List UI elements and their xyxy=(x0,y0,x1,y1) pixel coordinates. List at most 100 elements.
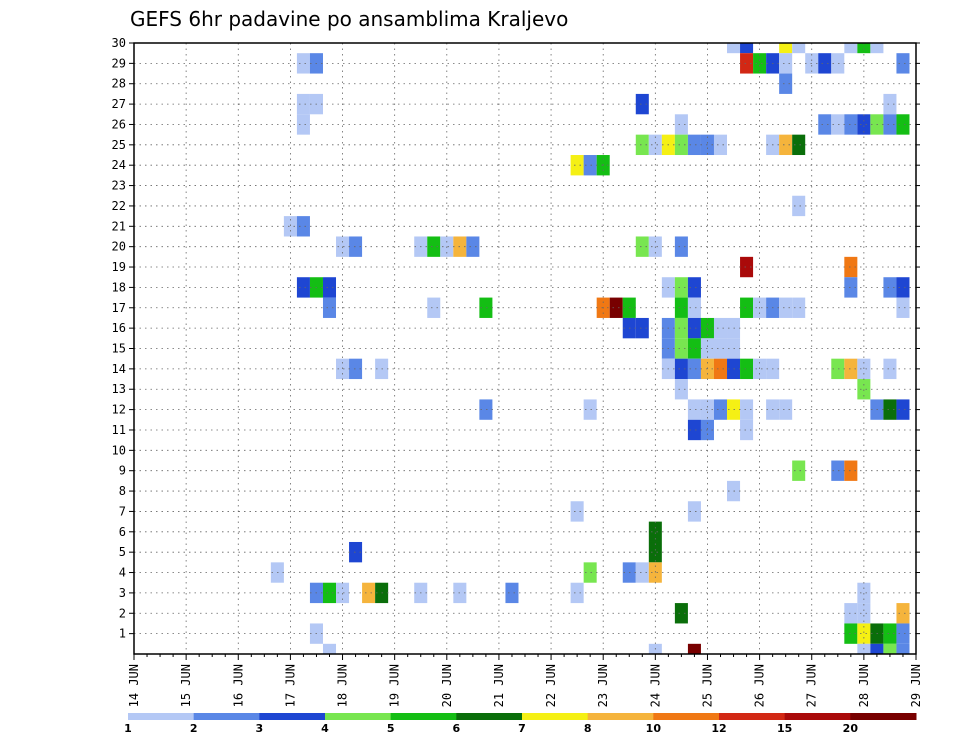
heatmap-cell xyxy=(818,53,832,74)
heatmap-cell xyxy=(896,53,910,74)
heatmap-cell xyxy=(570,501,584,522)
heatmap-cell xyxy=(883,93,897,115)
heatmap-cell xyxy=(883,114,897,135)
heatmap-cell xyxy=(844,358,858,380)
legend-color-segment xyxy=(653,713,720,720)
x-tick-label: 19 JUN xyxy=(388,664,402,707)
heatmap-cell xyxy=(792,297,806,318)
y-tick-label: 26 xyxy=(112,117,126,131)
legend-label: 4 xyxy=(321,722,329,735)
heatmap-cell xyxy=(740,256,754,278)
y-tick-label: 16 xyxy=(112,321,126,335)
x-tick-label: 28 JUN xyxy=(857,664,871,707)
heatmap-cell xyxy=(296,216,310,237)
heatmap-cell xyxy=(844,603,858,624)
heatmap-cell xyxy=(349,358,363,380)
heatmap-cell xyxy=(779,73,793,94)
x-tick-label: 15 JUN xyxy=(179,664,193,707)
heatmap-cell xyxy=(687,501,701,522)
heatmap-cell xyxy=(857,379,871,400)
heatmap-cell xyxy=(857,114,871,135)
heatmap-cell xyxy=(831,53,845,74)
heatmap-cell xyxy=(883,623,897,644)
x-tick-label: 21 JUN xyxy=(492,664,506,707)
y-tick-label: 12 xyxy=(112,403,126,417)
heatmap-cell xyxy=(713,358,728,380)
heatmap-cell xyxy=(818,114,832,135)
heatmap-cell xyxy=(740,53,754,74)
heatmap-cell xyxy=(831,114,845,135)
heatmap-cell xyxy=(896,399,910,420)
y-tick-label: 2 xyxy=(119,606,126,620)
legend-label: 10 xyxy=(646,722,662,735)
heatmap-cell xyxy=(896,277,910,298)
heatmap-cell xyxy=(687,277,701,298)
legend-color-segment xyxy=(193,713,260,720)
heatmap-cell xyxy=(687,419,701,441)
heatmap-cell xyxy=(609,297,623,318)
y-tick-label: 30 xyxy=(112,36,126,50)
heatmap-cell xyxy=(844,114,858,135)
heatmap-cell xyxy=(779,43,793,54)
legend-label: 15 xyxy=(777,722,792,735)
heatmap-cell xyxy=(648,541,662,563)
legend-label: 1 xyxy=(124,722,132,735)
heatmap-cell xyxy=(831,460,845,481)
heatmap-cell xyxy=(870,43,884,54)
legend-color-segment xyxy=(784,713,851,720)
heatmap-cell xyxy=(713,134,728,156)
heatmap-cell xyxy=(296,53,310,74)
heatmap-cell xyxy=(674,236,688,257)
heatmap-cell xyxy=(322,643,337,654)
heatmap-cell xyxy=(674,297,688,318)
legend-label: 20 xyxy=(843,722,859,735)
heatmap-cell xyxy=(687,643,701,654)
heatmap-cell xyxy=(349,236,363,257)
legend-label: 7 xyxy=(518,722,526,735)
y-tick-label: 27 xyxy=(112,97,126,111)
heatmap-cell xyxy=(336,582,350,604)
heatmap-cell xyxy=(283,216,297,237)
heatmap-cell xyxy=(896,297,910,318)
heatmap-cell xyxy=(505,582,519,604)
heatmap-cell xyxy=(674,134,688,156)
heatmap-cell xyxy=(844,256,858,278)
heatmap-cell xyxy=(779,134,793,156)
y-tick-label: 5 xyxy=(119,545,126,559)
x-axis-ticks: 14 JUN 15 JUN 16 JUN 17 JUN 18 JUN 19 JUN 20 J… xyxy=(127,654,923,707)
heatmap-cell xyxy=(427,236,441,257)
heatmap-cell xyxy=(479,399,493,420)
x-tick-label: 23 JUN xyxy=(596,664,610,707)
x-tick-label: 27 JUN xyxy=(805,664,819,707)
heatmap-cell xyxy=(674,338,688,359)
y-tick-label: 25 xyxy=(112,138,126,152)
heatmap-cells xyxy=(270,43,910,654)
heatmap-cell xyxy=(792,43,806,54)
y-tick-label: 21 xyxy=(112,219,126,233)
heatmap-cell xyxy=(727,43,741,54)
heatmap-cell xyxy=(844,460,858,481)
heatmap-cell xyxy=(687,134,701,156)
heatmap-cell xyxy=(740,358,754,380)
heatmap-cell xyxy=(322,582,337,604)
heatmap-cell xyxy=(687,358,701,380)
heatmap-cell xyxy=(740,399,754,420)
heatmap-cell xyxy=(857,582,871,604)
heatmap-cell xyxy=(792,134,806,156)
heatmap-cell xyxy=(296,277,310,298)
heatmap-cell xyxy=(883,277,897,298)
x-tick-label: 20 JUN xyxy=(440,664,454,707)
heatmap-cell xyxy=(674,277,688,298)
x-tick-label: 18 JUN xyxy=(336,664,350,707)
heatmap-cell xyxy=(635,317,649,339)
y-tick-label: 17 xyxy=(112,301,126,315)
y-tick-label: 15 xyxy=(112,342,126,356)
heatmap-cell xyxy=(648,521,662,542)
heatmap-cell xyxy=(896,114,910,135)
heatmap-cell xyxy=(792,195,806,217)
y-tick-label: 11 xyxy=(112,423,126,437)
y-tick-label: 22 xyxy=(112,199,126,213)
heatmap-cell xyxy=(753,53,767,74)
heatmap-cell xyxy=(844,623,858,644)
legend-label: 3 xyxy=(256,722,264,735)
